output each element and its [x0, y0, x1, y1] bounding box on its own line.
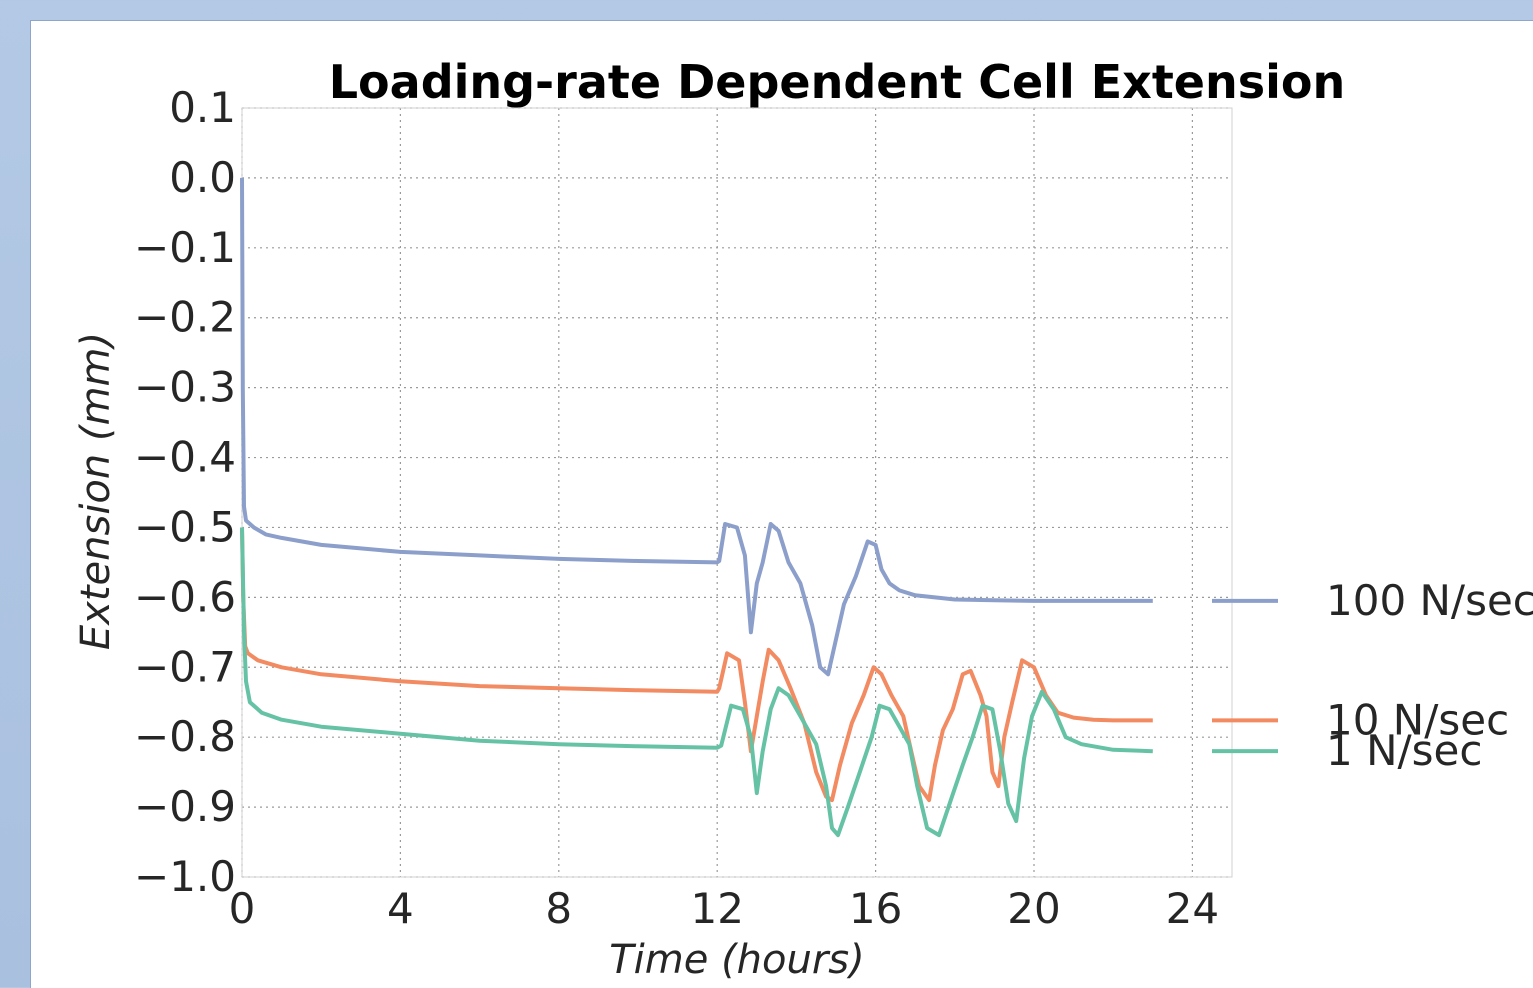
- legend-label: 100 N/sec: [1326, 576, 1533, 625]
- chart-title: Loading-rate Dependent Cell Extension: [329, 55, 1346, 109]
- x-tick-label: 8: [545, 884, 572, 933]
- y-tick-label: −0.8: [134, 712, 236, 761]
- x-tick-label: 0: [229, 884, 256, 933]
- y-tick-label: −0.6: [134, 572, 236, 621]
- series-line-0: [240, 177, 1153, 677]
- x-tick-label: 20: [1007, 884, 1060, 933]
- series-line-2: [240, 527, 1153, 838]
- y-tick-label: −0.2: [134, 293, 236, 342]
- series-lines: [240, 177, 1153, 838]
- line-chart: Loading-rate Dependent Cell Extension 0 4…: [73, 55, 1533, 983]
- y-tick-label: −0.7: [134, 642, 236, 691]
- series-line-1: [240, 527, 1153, 803]
- y-tick-label: −0.3: [134, 363, 236, 412]
- legend-label: 1 N/sec: [1326, 726, 1482, 775]
- plot-area: [241, 107, 1233, 878]
- y-tick-label: −0.1: [134, 223, 236, 272]
- x-tick-label: 24: [1166, 884, 1219, 933]
- x-axis-label: Time (hours): [609, 937, 865, 983]
- y-tick-label: −1.0: [134, 852, 236, 901]
- x-tick-label: 16: [849, 884, 902, 933]
- y-tick-label: −0.9: [134, 782, 236, 831]
- x-tick-label: 4: [387, 884, 414, 933]
- x-tick-label: 12: [690, 884, 743, 933]
- figure-frame: Loading-rate Dependent Cell Extension 0 4…: [30, 20, 1533, 988]
- y-tick-label: −0.5: [134, 502, 236, 551]
- y-tick-label: 0.1: [169, 83, 236, 132]
- legend-label: 10 N/sec: [1326, 695, 1509, 744]
- grid: [241, 107, 1232, 878]
- y-tick-label: −0.4: [134, 433, 236, 482]
- y-tick-label: 0.0: [169, 153, 236, 202]
- y-axis-label: Extension (mm): [73, 332, 119, 650]
- tick-labels: 0 4 8 12 16 20 24 0.1 0.0 −0.1 −0.2 −0.3 −0.4 −0.5 −0.…: [134, 83, 1219, 933]
